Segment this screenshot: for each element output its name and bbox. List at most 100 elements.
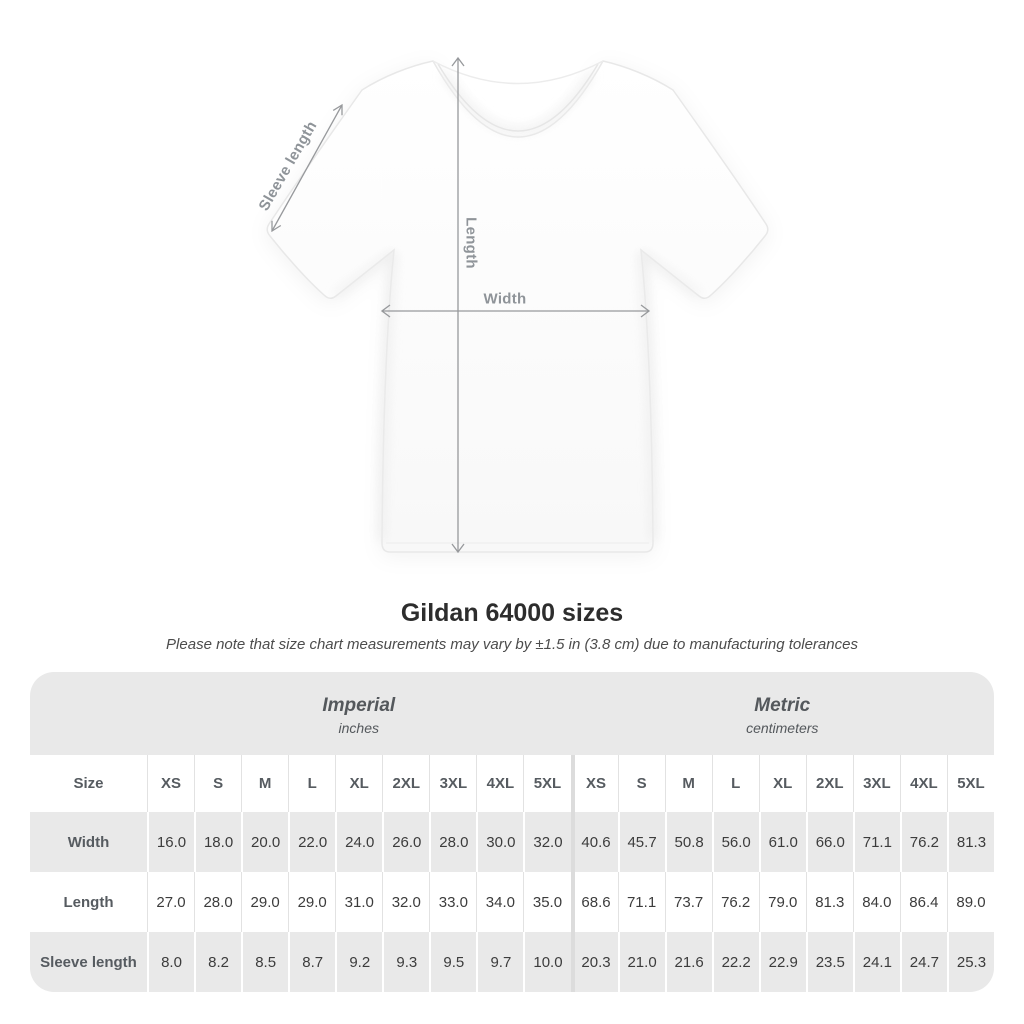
size-header-row: Size XS S M L XL 2XL 3XL 4XL 5XL XS S M L XL 2XL 3XL 4XL 5… [30,755,994,812]
imperial-size-column-header: XS [147,755,194,812]
imperial-value-cell: 28.0 [429,812,476,872]
measurement-row-label: Sleeve length [40,953,137,971]
imperial-value-cell: 32.0 [523,812,570,872]
metric-value-cell: 20.3 [570,932,618,992]
metric-value-cell: 56.0 [711,812,759,872]
tshirt-illustration [266,56,769,554]
imperial-value-cell: 29.0 [241,872,288,932]
metric-value-cell: 50.8 [664,812,712,872]
table-unit-header: Imperial inches Metric centimeters [30,672,994,755]
metric-section-unit: centimeters [746,720,819,736]
imperial-size-column-header: 3XL [429,755,476,812]
imperial-size-column-header: 5XL [523,755,570,812]
imperial-value-cell: 34.0 [476,872,523,932]
metric-section-header: Metric centimeters [571,672,995,755]
width-dimension-label: Width [483,290,527,308]
metric-value-cell: 81.3 [946,812,994,872]
page-title: Gildan 64000 sizes [400,599,624,627]
metric-size-column-header: 2XL [805,755,853,812]
metric-value-cell: 89.0 [946,872,994,932]
imperial-value-cell: 8.0 [147,932,194,992]
metric-value-cell: 21.0 [617,932,665,992]
metric-value-cell: 79.0 [758,872,806,932]
tshirt-diagram: Sleeve length Length Width [255,56,769,554]
imperial-value-cell: 9.5 [429,932,476,992]
measurement-row: Length 27.0 28.0 29.0 29.0 31.0 32.0 33.0 34.0 35… [30,872,994,932]
imperial-value-cell: 26.0 [382,812,429,872]
metric-value-cell: 71.1 [852,812,900,872]
size-row-label: Size [73,775,104,792]
imperial-value-cell: 30.0 [476,812,523,872]
imperial-value-cell: 8.2 [194,932,241,992]
imperial-value-cell: 28.0 [194,872,241,932]
imperial-value-cell: 16.0 [147,812,194,872]
imperial-section-unit: inches [338,720,379,736]
metric-value-cell: 24.1 [852,932,900,992]
sleeve-length-arrow [271,103,343,233]
imperial-value-cell: 9.7 [476,932,523,992]
imperial-value-cell: 8.7 [288,932,335,992]
imperial-value-cell: 24.0 [335,812,382,872]
metric-value-cell: 40.6 [570,812,618,872]
tolerance-note: Please note that size chart measurements… [166,636,858,653]
imperial-section-header: Imperial inches [147,672,571,755]
metric-size-column-header: 5XL [946,755,994,812]
imperial-value-cell: 29.0 [288,872,335,932]
imperial-value-cell: 18.0 [194,812,241,872]
metric-value-cell: 76.2 [899,812,947,872]
collar-back [432,60,604,85]
metric-value-cell: 68.6 [570,872,618,932]
length-dimension-label: Length [462,217,480,269]
measurement-row-label: Length [63,893,114,911]
metric-value-cell: 25.3 [946,932,994,992]
metric-value-cell: 84.0 [852,872,900,932]
metric-value-cell: 61.0 [758,812,806,872]
measurement-row-label: Width [67,833,110,851]
imperial-value-cell: 20.0 [241,812,288,872]
metric-size-column-header: L [711,755,759,812]
imperial-size-column-header: 4XL [476,755,523,812]
imperial-value-cell: 31.0 [335,872,382,932]
metric-value-cell: 45.7 [617,812,665,872]
imperial-size-column-header: M [241,755,288,812]
metric-value-cell: 66.0 [805,812,853,872]
imperial-value-cell: 10.0 [523,932,570,992]
width-arrow [380,304,651,318]
measurement-row: Width 16.0 18.0 20.0 22.0 24.0 26.0 28.0 30.0 32.… [30,812,994,872]
metric-section-title: Metric [754,695,811,716]
imperial-size-column-header: L [288,755,335,812]
imperial-value-cell: 8.5 [241,932,288,992]
imperial-value-cell: 32.0 [382,872,429,932]
length-arrow [451,56,465,554]
imperial-value-cell: 22.0 [288,812,335,872]
imperial-value-cell: 9.2 [335,932,382,992]
measurement-arrows [271,56,651,554]
imperial-value-cell: 9.3 [382,932,429,992]
metric-value-cell: 22.9 [758,932,806,992]
imperial-value-cell: 33.0 [429,872,476,932]
metric-size-column-header: M [664,755,712,812]
measurement-row: Sleeve length 8.0 8.2 8.5 8.7 9.2 9.3 9.5 9.7 10.… [30,932,994,992]
metric-value-cell: 86.4 [899,872,947,932]
metric-size-column-header: S [617,755,665,812]
table-rows: Size XS S M L XL 2XL 3XL 4XL 5XL XS S M L XL 2XL 3XL 4XL 5… [30,755,994,992]
metric-value-cell: 24.7 [899,932,947,992]
metric-size-column-header: 4XL [899,755,947,812]
metric-value-cell: 21.6 [664,932,712,992]
metric-value-cell: 73.7 [664,872,712,932]
size-table: Imperial inches Metric centimeters Size X… [30,672,994,992]
metric-size-column-header: 3XL [852,755,900,812]
metric-value-cell: 23.5 [805,932,853,992]
metric-size-column-header: XS [570,755,618,812]
metric-value-cell: 71.1 [617,872,665,932]
metric-value-cell: 81.3 [805,872,853,932]
imperial-value-cell: 35.0 [523,872,570,932]
imperial-value-cell: 27.0 [147,872,194,932]
imperial-section-title: Imperial [322,695,396,716]
imperial-size-column-header: S [194,755,241,812]
imperial-size-column-header: XL [335,755,382,812]
metric-value-cell: 76.2 [711,872,759,932]
imperial-size-column-header: 2XL [382,755,429,812]
metric-value-cell: 22.2 [711,932,759,992]
